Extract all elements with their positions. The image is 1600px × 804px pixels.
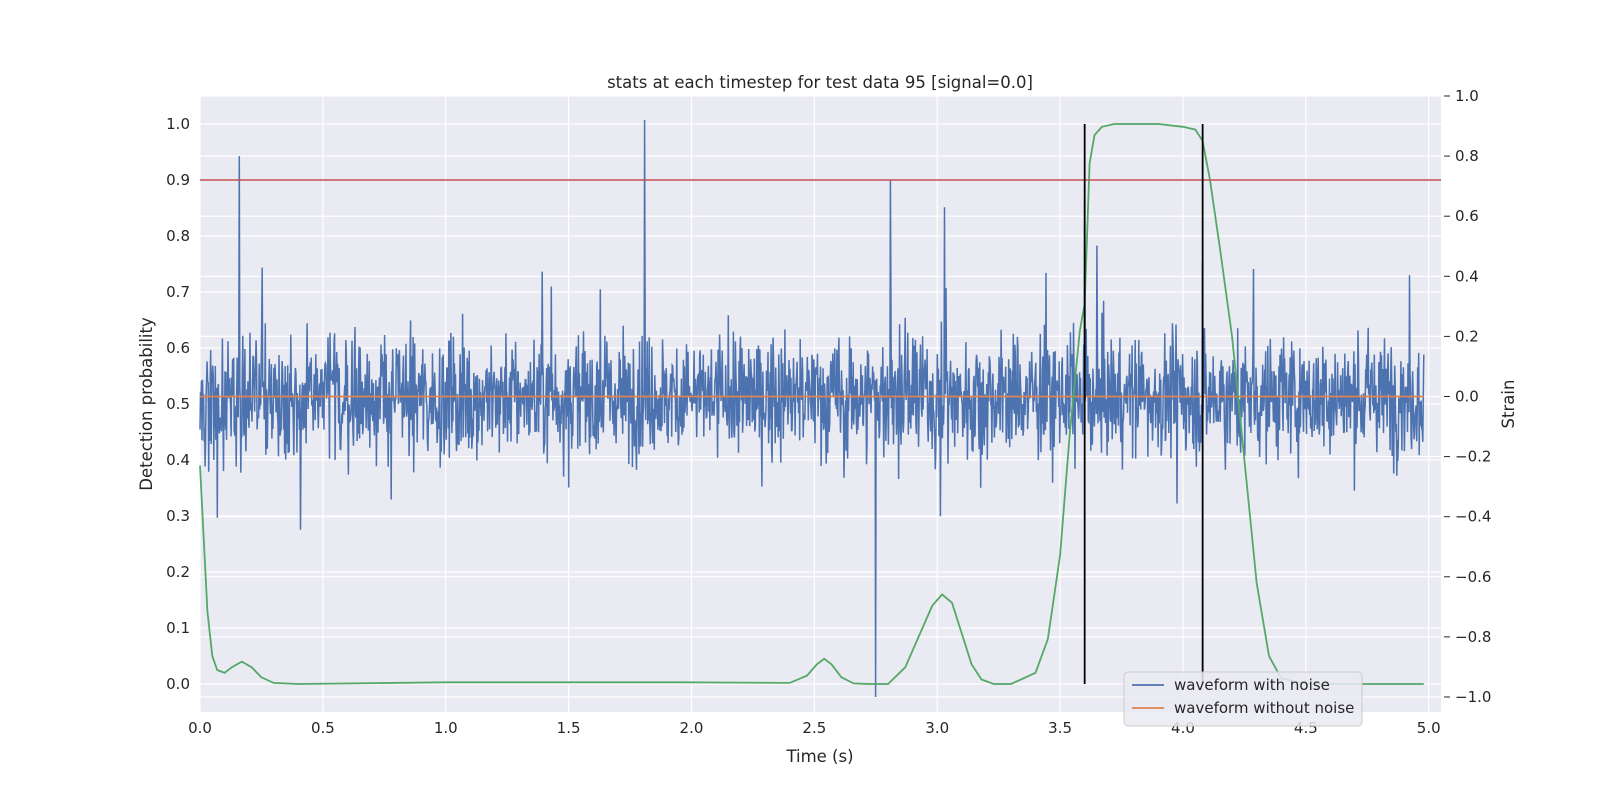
y-tick-label: 0.0 <box>166 675 190 693</box>
x-tick-label: 5.0 <box>1417 719 1441 737</box>
x-tick-label: 1.5 <box>557 719 581 737</box>
y2-tick-label: −0.8 <box>1455 628 1491 646</box>
y2-tick-label: 0.2 <box>1455 327 1479 345</box>
legend-box <box>1123 671 1363 727</box>
legend-label-noisy: waveform with noise <box>1174 676 1330 694</box>
x-tick-label: 0.5 <box>311 719 335 737</box>
y-tick-label: 0.8 <box>166 227 190 245</box>
y-axis-label: Detection probability <box>137 317 156 491</box>
y-tick-label: 0.4 <box>166 451 190 469</box>
probability-line <box>199 123 1424 685</box>
y2-tick-label: −0.4 <box>1455 508 1491 526</box>
x-tick-label: 2.0 <box>680 719 704 737</box>
legend-label-clean: waveform without noise <box>1174 699 1354 717</box>
y-tick-label: 0.7 <box>166 283 190 301</box>
y-tick-label: 0.3 <box>166 507 190 525</box>
y2-tick-label: −0.2 <box>1455 448 1491 466</box>
series-waveform-with-noise <box>199 119 1425 698</box>
y2-tick-label: 1.0 <box>1455 87 1479 105</box>
x-tick-label: 0.0 <box>188 719 212 737</box>
y2-ticks: −1.0 −0.8 −0.6 −0.4 −0.2 0.0 0.2 0.4 0.6 0.8 1.0 <box>1444 87 1491 706</box>
chart-title: stats at each timestep for test data 95 … <box>607 73 1033 92</box>
x-tick-label: 2.5 <box>802 719 826 737</box>
x-tick-label: 3.5 <box>1048 719 1072 737</box>
y2-tick-label: −0.6 <box>1455 568 1491 586</box>
y2-tick-label: 0.6 <box>1455 207 1479 225</box>
x-tick-label: 1.0 <box>434 719 458 737</box>
y-tick-label: 0.9 <box>166 171 190 189</box>
y-ticks: 0.0 0.1 0.2 0.3 0.4 0.5 0.6 0.7 0.8 0.9 1.0 <box>166 115 190 693</box>
y-tick-label: 0.1 <box>166 619 190 637</box>
legend: waveform with noise waveform without noi… <box>1123 671 1363 727</box>
y2-tick-label: 0.0 <box>1455 387 1479 405</box>
window-lines <box>1083 124 1204 684</box>
y2-axis-label: Strain <box>1499 380 1518 429</box>
y-tick-label: 0.2 <box>166 563 190 581</box>
y2-tick-label: −1.0 <box>1455 688 1491 706</box>
y2-tick-label: 0.4 <box>1455 267 1479 285</box>
series-detection-probability <box>199 123 1424 685</box>
y-tick-label: 0.5 <box>166 395 190 413</box>
x-tick-label: 3.0 <box>925 719 949 737</box>
y-tick-label: 1.0 <box>166 115 190 133</box>
y-tick-label: 0.6 <box>166 339 190 357</box>
noisy-waveform-line <box>199 119 1425 698</box>
y2-tick-label: 0.8 <box>1455 147 1479 165</box>
x-axis-label: Time (s) <box>785 747 853 766</box>
